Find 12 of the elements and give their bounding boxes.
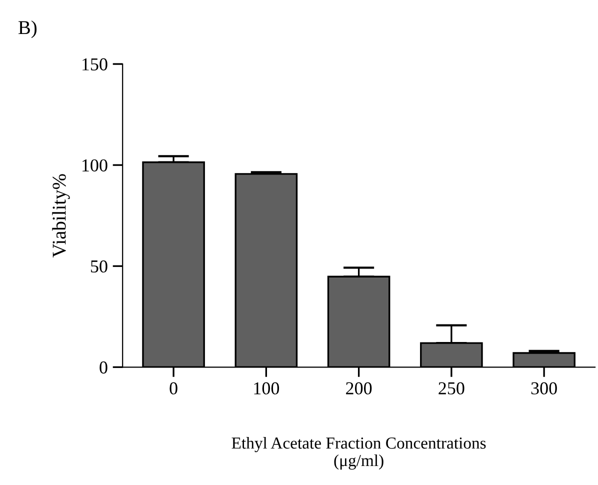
x-tick-label: 200: [346, 382, 372, 394]
y-tick-label: 100: [82, 159, 108, 172]
x-tick-label: 250: [438, 382, 464, 394]
x-tick-label: 300: [531, 382, 557, 394]
y-tick-label: 150: [82, 58, 108, 70]
x-tick-label: 100: [254, 382, 280, 394]
y-tick-label: 50: [91, 260, 108, 273]
x-tick-label: 0: [170, 382, 178, 394]
y-tick-label: 0: [100, 361, 108, 374]
y-axis-title: Viability%: [52, 174, 70, 258]
x-axis-title: Ethyl Acetate Fraction Concentrations (μg/ml): [232, 436, 486, 470]
chart-title: B): [18, 20, 37, 38]
